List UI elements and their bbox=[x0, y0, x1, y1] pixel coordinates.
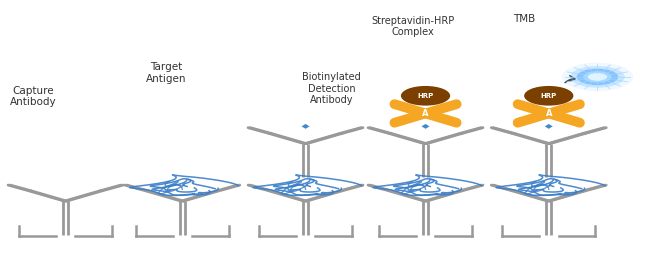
Polygon shape bbox=[543, 123, 554, 129]
Circle shape bbox=[577, 69, 618, 85]
Text: Streptavidin-HRP
Complex: Streptavidin-HRP Complex bbox=[371, 16, 454, 37]
Text: A: A bbox=[422, 109, 429, 118]
Polygon shape bbox=[421, 123, 430, 129]
Text: HRP: HRP bbox=[417, 93, 434, 99]
Polygon shape bbox=[300, 123, 311, 129]
Text: Capture
Antibody: Capture Antibody bbox=[10, 86, 57, 107]
Circle shape bbox=[562, 63, 633, 91]
Circle shape bbox=[570, 66, 625, 88]
Text: A: A bbox=[545, 109, 552, 118]
Circle shape bbox=[524, 86, 573, 106]
Text: Target
Antigen: Target Antigen bbox=[146, 62, 187, 84]
Text: Biotinylated
Detection
Antibody: Biotinylated Detection Antibody bbox=[302, 72, 361, 105]
Text: TMB: TMB bbox=[513, 14, 535, 24]
Circle shape bbox=[583, 71, 612, 83]
Circle shape bbox=[401, 86, 450, 106]
Text: HRP: HRP bbox=[541, 93, 557, 99]
Circle shape bbox=[588, 73, 607, 81]
